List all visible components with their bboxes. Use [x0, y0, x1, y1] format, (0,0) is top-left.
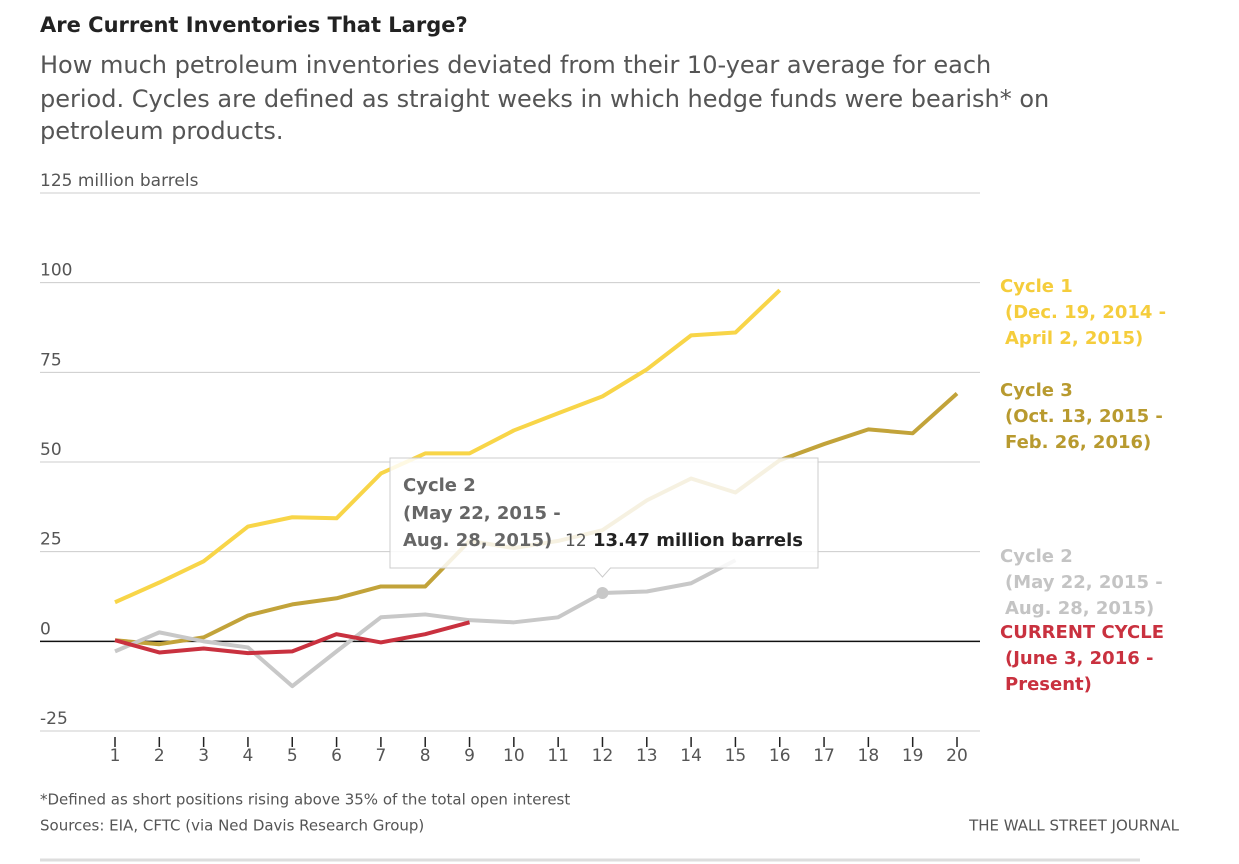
footnote: *Defined as short positions rising above…: [40, 791, 570, 809]
x-tick-label: 15: [725, 746, 747, 766]
series-line: [114, 620, 471, 656]
credit: THE WALL STREET JOURNAL: [968, 817, 1180, 835]
x-tick-label: 12: [592, 746, 614, 766]
legend-period: Aug. 28, 2015): [1005, 598, 1154, 619]
x-tick-label: 18: [858, 746, 880, 766]
subtitle: petroleum products.: [40, 117, 284, 145]
series-line: [114, 288, 782, 605]
x-tick-label: 20: [946, 746, 968, 766]
y-tick-label: 50: [40, 440, 62, 460]
source: Sources: EIA, CFTC (via Ned Davis Resear…: [40, 817, 424, 835]
series-line: [114, 558, 737, 689]
y-tick-label: 25: [40, 530, 62, 550]
legend-period: (June 3, 2016 -: [1005, 648, 1154, 669]
legend-period: (Oct. 13, 2015 -: [1005, 406, 1163, 427]
tooltip-title: Cycle 2: [403, 475, 476, 496]
x-tick-label: 3: [198, 746, 209, 766]
x-tick-label: 8: [420, 746, 431, 766]
legend-period: April 2, 2015): [1005, 328, 1143, 349]
hover-point: [596, 587, 609, 600]
y-tick-label: 75: [40, 350, 62, 370]
x-tick-label: 5: [287, 746, 298, 766]
chart-title: Are Current Inventories That Large?: [40, 13, 468, 37]
legend-label: Cycle 2: [1000, 546, 1073, 567]
x-tick-label: 9: [464, 746, 475, 766]
x-tick-label: 7: [375, 746, 386, 766]
tooltip-period: (May 22, 2015 -: [403, 503, 561, 524]
legend-period: Present): [1005, 674, 1092, 695]
subtitle: How much petroleum inventories deviated …: [40, 51, 991, 79]
tooltip: Cycle 2 (May 22, 2015 - Aug. 28, 2015) 12 13…: [389, 457, 819, 578]
tooltip-value: 13.47 million barrels: [593, 530, 803, 551]
legend-period: Feb. 26, 2016): [1005, 432, 1151, 453]
x-tick-label: 6: [331, 746, 342, 766]
tooltip-category: 12: [565, 531, 587, 551]
x-tick-label: 19: [902, 746, 924, 766]
y-tick-label: 100: [40, 261, 72, 281]
x-tick-label: 1: [110, 746, 121, 766]
x-tick-label: 11: [547, 746, 569, 766]
legend-period: (May 22, 2015 -: [1005, 572, 1163, 593]
x-tick-label: 14: [680, 746, 702, 766]
y-tick-label: 0: [40, 619, 51, 639]
x-tick-label: 4: [243, 746, 254, 766]
subtitle: period. Cycles are defined as straight w…: [40, 85, 1049, 113]
legend-label: Cycle 3: [1000, 380, 1073, 401]
x-tick-label: 10: [503, 746, 525, 766]
tooltip-period: Aug. 28, 2015): [403, 530, 552, 551]
x-tick-label: 13: [636, 746, 658, 766]
y-tick-label: 125 million barrels: [40, 171, 199, 191]
legend-label: CURRENT CYCLE: [1000, 622, 1164, 643]
legend-period: (Dec. 19, 2014 -: [1005, 302, 1166, 323]
legend-label: Cycle 1: [1000, 276, 1073, 297]
x-tick-label: 2: [154, 746, 165, 766]
x-tick-label: 17: [813, 746, 835, 766]
y-tick-label: -25: [40, 709, 68, 729]
x-tick-label: 16: [769, 746, 791, 766]
tooltip-box: [389, 457, 819, 578]
